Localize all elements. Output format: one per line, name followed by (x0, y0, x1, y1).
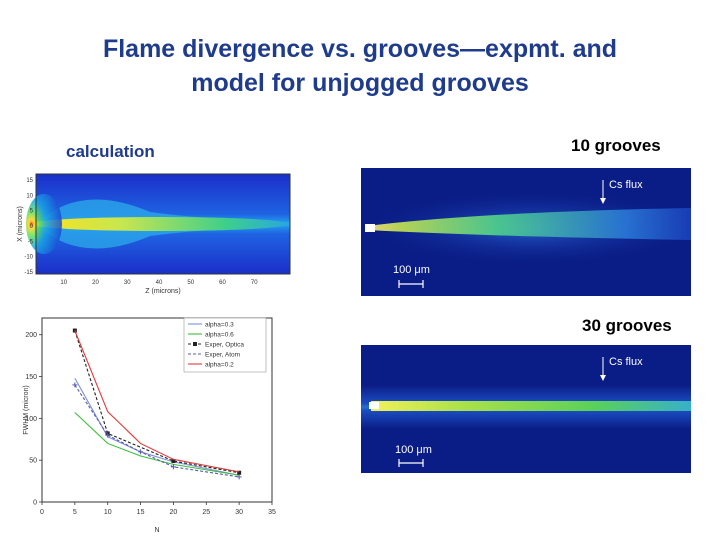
chart-x-tick-label: 35 (268, 509, 276, 516)
thirty-grooves-image-svg: Cs flux 100 μm (361, 345, 691, 473)
chart-x-tick-label: 0 (40, 509, 44, 516)
data-point (237, 470, 242, 475)
heatmap-y-tick-label: 5 (30, 209, 34, 215)
scale-bar-label-30: 100 μm (395, 444, 432, 456)
slide-title-line-1: Flame divergence vs. grooves—expmt. and (102, 35, 618, 63)
chart-x-tick-label: 10 (104, 509, 112, 516)
legend-label: alpha=0.3 (205, 322, 234, 329)
slide-title-line-2: model for unjogged grooves (191, 69, 529, 97)
ten-grooves-image-svg: Cs flux 100 μm (361, 168, 691, 296)
chart-y-tick-label: 0 (33, 500, 37, 507)
series-line-4 (74, 330, 240, 473)
chart-x-tick-label: 30 (235, 509, 243, 516)
heatmap-x-tick-label: 60 (219, 280, 226, 286)
ten-grooves-image: Cs flux 100 μm (361, 168, 691, 296)
heatmap-x-tick-label: 50 (187, 280, 194, 286)
chart-y-tick-label: 100 (25, 416, 37, 423)
heatmap-y-tick-label: 10 (26, 193, 33, 199)
chart-x-tick-label: 15 (137, 509, 145, 516)
chart-series (72, 328, 242, 480)
data-point (72, 382, 78, 388)
heatmap-x-tick-label: 30 (124, 280, 131, 286)
chart-x-ticks: 0 5 10 15 20 25 30 35 (40, 502, 276, 516)
cs-flux-label-10: Cs flux (609, 179, 643, 191)
heatmap-beam (30, 217, 290, 231)
data-point (171, 459, 176, 464)
heatmap-y-tick-label: -10 (24, 255, 33, 261)
legend-label: Exper, Optica (205, 342, 244, 349)
data-point (236, 474, 242, 480)
heatmap-y-tick-label: -5 (28, 239, 34, 245)
legend-label: alpha=0.2 (205, 362, 234, 369)
legend-label: Exper, Atom (205, 352, 240, 359)
chart-x-tick-label: 5 (73, 509, 77, 516)
thirty-grooves-flame (371, 401, 691, 411)
chart-frame (41, 317, 273, 503)
heatmap-xlabel: Z (microns) (145, 288, 180, 295)
ten-grooves-flame (367, 208, 691, 240)
ten-grooves-source (365, 224, 375, 232)
thirty-grooves-source (369, 402, 379, 409)
slide-title: Flame divergence vs. grooves—expmt. and … (40, 32, 680, 100)
chart-y-tick-label: 150 (25, 374, 37, 381)
series-line-2 (74, 330, 240, 474)
heatmap-y-ticks: 15 10 5 0 -5 -10 -15 (24, 178, 33, 276)
heatmap-x-tick-label: 70 (251, 280, 258, 286)
series-line-1 (74, 412, 240, 476)
series-line-3 (74, 384, 240, 478)
heatmap-source (26, 194, 62, 254)
heatmap-x-tick-label: 10 (60, 280, 67, 286)
calculation-heatmap: 10 20 30 40 50 60 70 15 10 5 0 -5 -10 -15 X (microns… (10, 172, 292, 296)
heatmap-x-tick-label: 40 (156, 280, 163, 286)
chart-x-tick-label: 25 (202, 509, 210, 516)
data-point (170, 464, 176, 470)
chart-xlabel: N (154, 527, 159, 534)
chart-ylabel: FWHM (micron) (23, 385, 30, 434)
chart-y-ticks: 0 50 100 150 200 (25, 332, 42, 507)
chart-legend: alpha=0.3 alpha=0.6 Exper, Optica Exper, At… (183, 317, 267, 373)
ten-grooves-label: 10 grooves (571, 136, 661, 155)
thirty-grooves-label: 30 grooves (582, 316, 672, 335)
chart-legend-box (183, 317, 267, 373)
chart-y-tick-label: 200 (25, 332, 37, 339)
data-point (105, 432, 111, 438)
chart-y-tick-label: 50 (29, 458, 37, 465)
cs-flux-label-30: Cs flux (609, 356, 643, 368)
data-point (72, 328, 77, 333)
scale-bar-label-10: 100 μm (393, 264, 430, 276)
heatmap-x-tick-label: 20 (92, 280, 99, 286)
legend-label: alpha=0.6 (205, 332, 234, 339)
calculation-label: calculation (66, 142, 155, 161)
heatmap-y-tick-label: 15 (26, 178, 33, 184)
heatmap-x-ticks: 10 20 30 40 50 60 70 (60, 280, 258, 286)
fwhm-chart: 0 5 10 15 20 25 30 35 0 50 100 150 200 alpha=0.3 alp… (20, 310, 280, 538)
heatmap-y-tick-label: 0 (30, 224, 34, 230)
heatmap-ylabel: X (microns) (17, 206, 24, 242)
thirty-grooves-image: Cs flux 100 μm (361, 345, 691, 473)
heatmap-y-tick-label: -15 (24, 270, 33, 276)
data-point (138, 449, 144, 455)
chart-x-tick-label: 20 (170, 509, 178, 516)
